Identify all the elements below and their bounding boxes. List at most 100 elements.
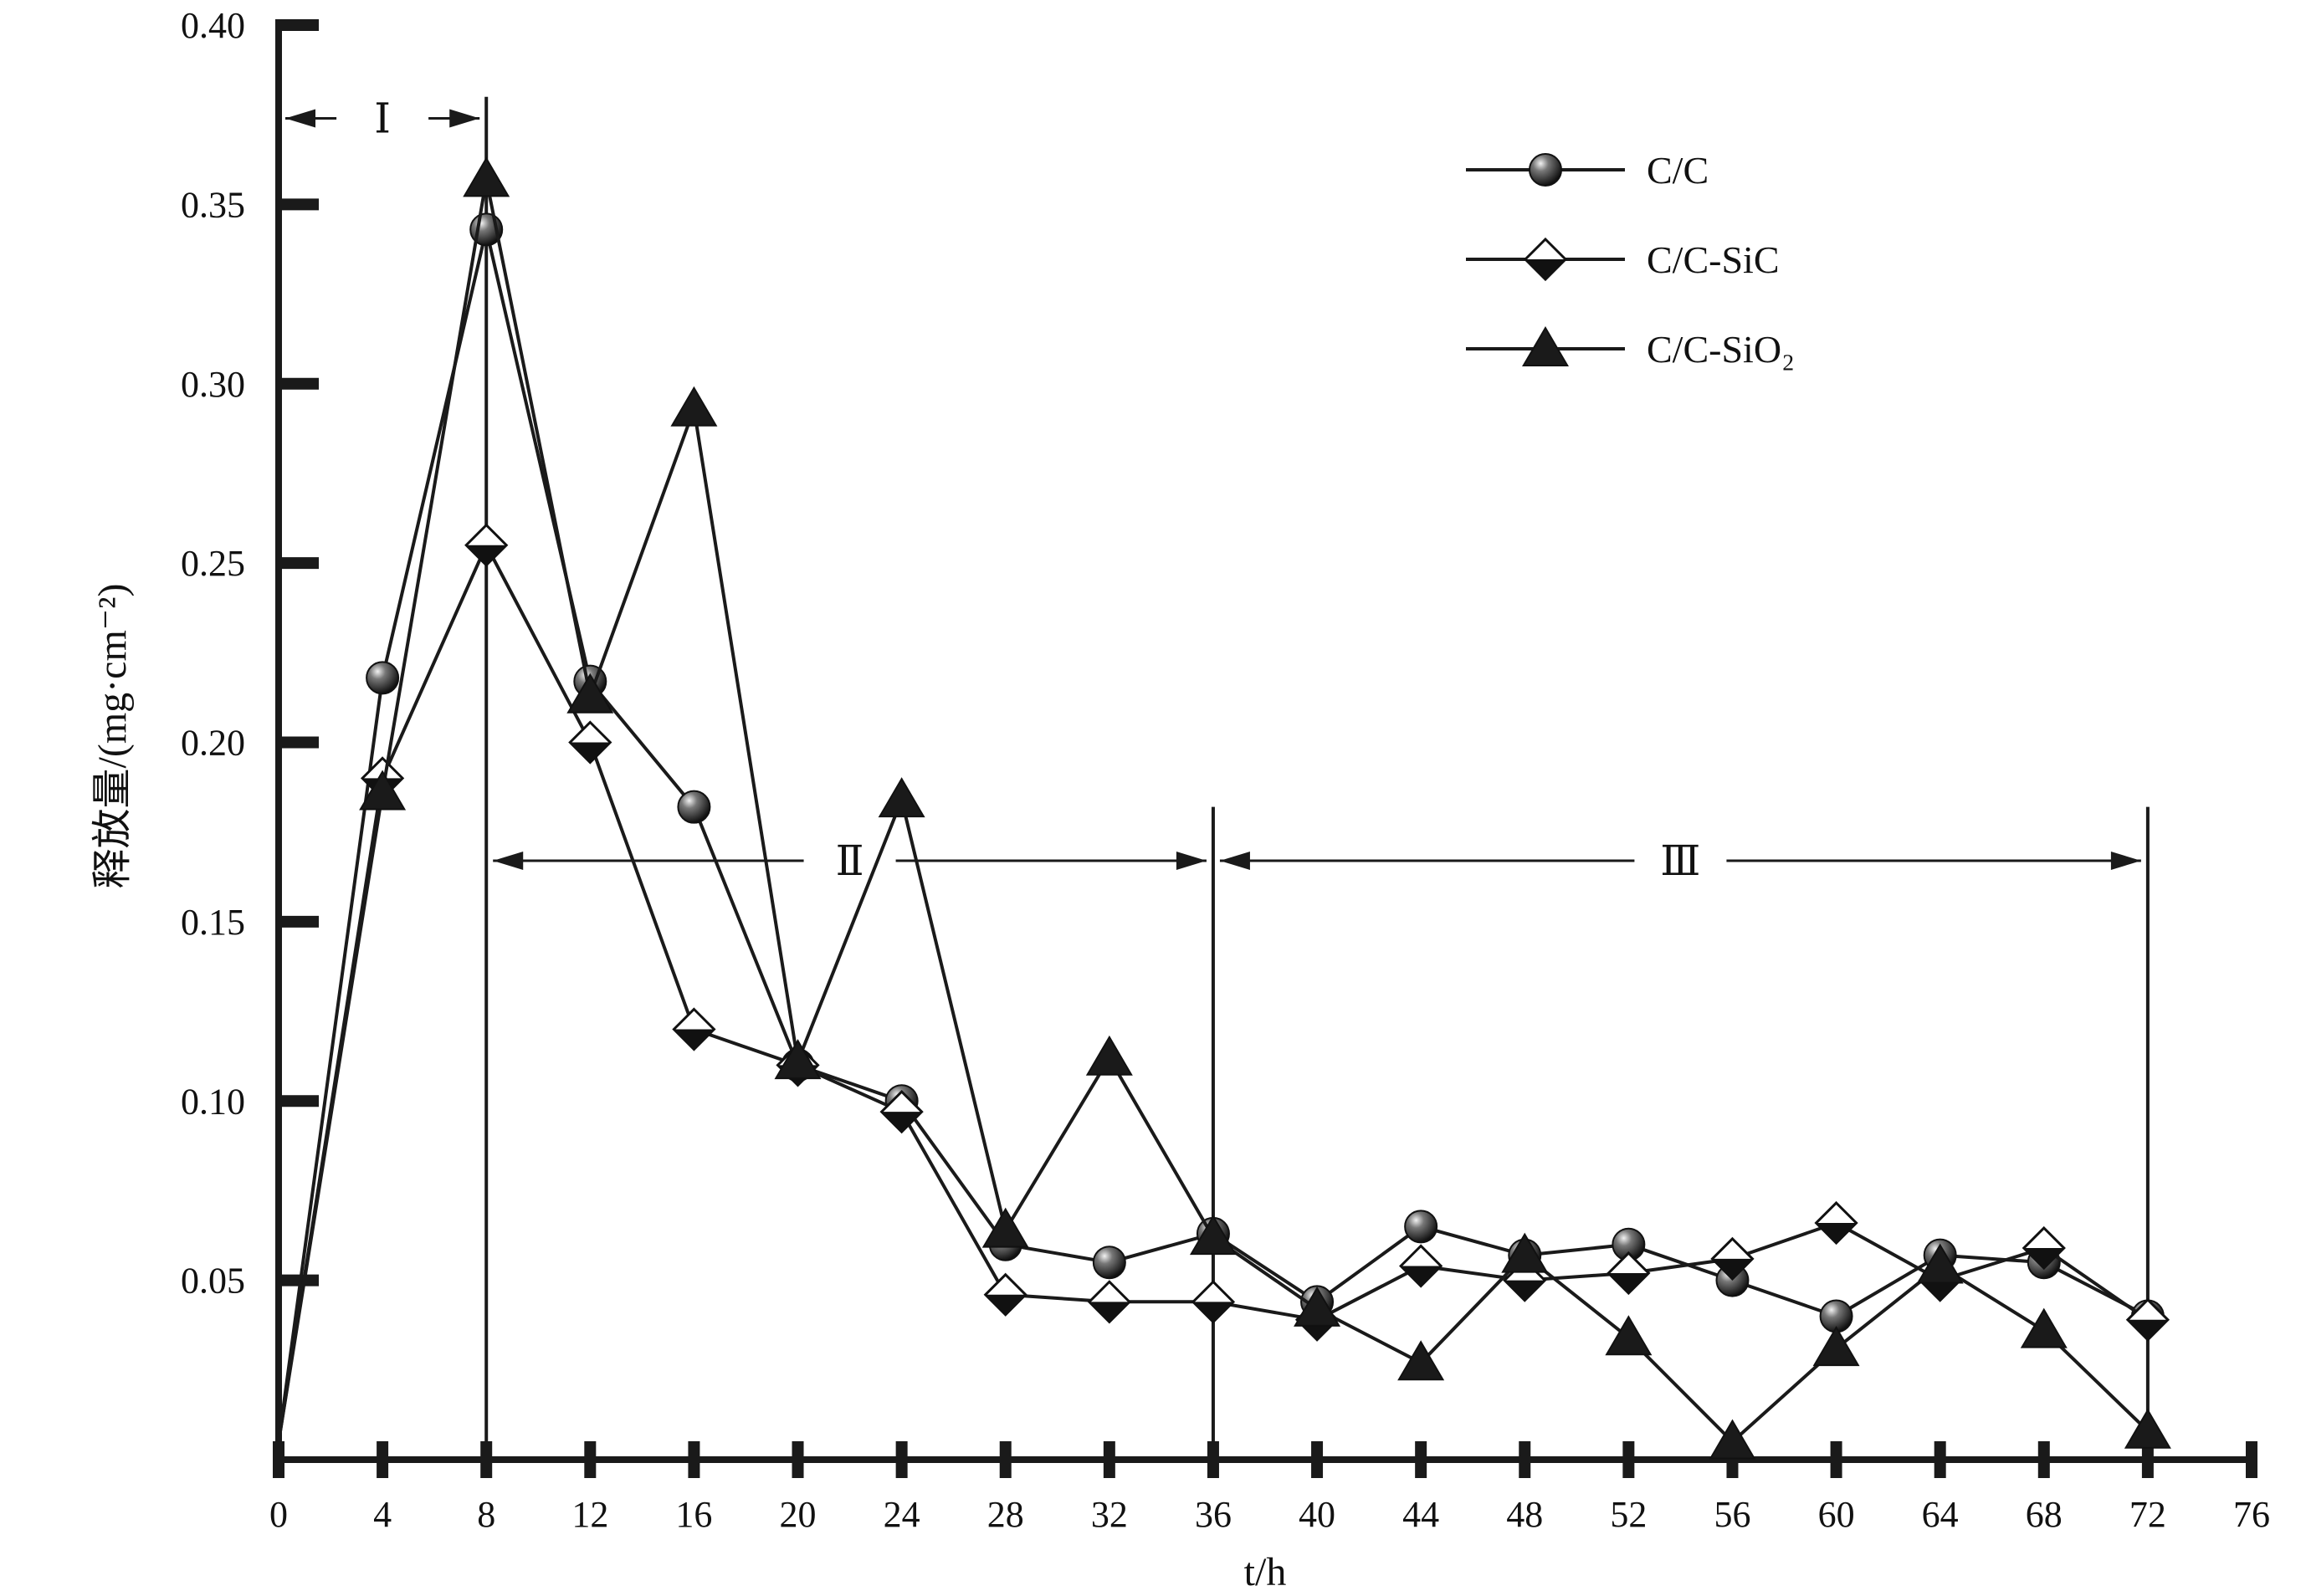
legend: C/C C/C-SiC C/C-SiO₂ [1466, 149, 1795, 371]
diamond-lower-half [2127, 1319, 2168, 1340]
data-point [983, 1272, 1027, 1317]
diamond-lower-half [674, 1029, 715, 1050]
region-label: Ⅱ [836, 837, 864, 884]
data-point [2124, 1408, 2171, 1449]
region-label: Ⅰ [374, 95, 391, 141]
legend-label: C/C-SiO₂ [1647, 328, 1795, 371]
data-point [1092, 1246, 1126, 1280]
diamond-lower-half [466, 545, 507, 565]
data-point [774, 1039, 822, 1080]
diamond-lower-half [1401, 1266, 1442, 1287]
x-tick-label: 32 [1091, 1494, 1128, 1535]
data-point [568, 720, 612, 765]
x-tick-label: 68 [2026, 1494, 2063, 1535]
data-point [1814, 1200, 1858, 1246]
region-arrowhead [1219, 851, 1250, 870]
data-point [1085, 1035, 1133, 1076]
data-point [1404, 1210, 1438, 1244]
x-tick-label: 16 [675, 1494, 712, 1535]
series-triangle [277, 156, 2171, 1460]
diamond-lower-half [1504, 1280, 1545, 1301]
y-tick-label: 0.25 [181, 543, 245, 584]
data-point [1191, 1280, 1236, 1324]
x-tick-label: 4 [373, 1494, 392, 1535]
y-tick-label: 0.30 [181, 364, 245, 405]
x-axis-title: t/h [1244, 1550, 1287, 1594]
y-tick-label: 0.10 [181, 1081, 245, 1122]
axes: 0 4 8 12 16 20 24 28 32 36 40 44 48 52 56 60 64 68 72 760.0… [181, 5, 2270, 1535]
diamond-lower-half [1192, 1302, 1233, 1322]
x-tick-label: 0 [269, 1494, 288, 1535]
x-tick-label: 52 [1610, 1494, 1647, 1535]
data-point [672, 1007, 716, 1051]
data-point [1294, 1286, 1341, 1327]
data-point [2125, 1297, 2170, 1342]
y-axis-title: 释放量/(mg·cm⁻²) [90, 584, 135, 889]
data-point [981, 1207, 1029, 1248]
x-tick-label: 24 [884, 1494, 920, 1535]
region-arrowhead [2110, 851, 2141, 870]
diamond-lower-half [1919, 1280, 1960, 1301]
x-tick-label: 64 [1922, 1494, 1959, 1535]
diamond-lower-half [570, 742, 611, 763]
legend-marker [1529, 153, 1562, 187]
data-point [1709, 1419, 1756, 1460]
x-tick-label: 56 [1714, 1494, 1750, 1535]
series-circle [277, 212, 2165, 1442]
x-tick-label: 76 [2233, 1494, 2270, 1535]
x-tick-label: 20 [780, 1494, 817, 1535]
legend-label: C/C-SiC [1647, 238, 1780, 281]
region-arrowhead [449, 109, 480, 128]
legend-marker [1522, 326, 1569, 366]
diamond-lower-half [881, 1112, 922, 1133]
y-tick-label: 0.35 [181, 184, 245, 225]
data-point [878, 777, 925, 818]
data-point [366, 661, 400, 695]
x-tick-label: 48 [1506, 1494, 1543, 1535]
data-point [566, 673, 614, 714]
data-point [1710, 1236, 1755, 1281]
region-arrowhead [285, 109, 315, 128]
data-point [1812, 1326, 1860, 1367]
x-tick-label: 72 [2129, 1494, 2166, 1535]
diamond-lower-half [1816, 1223, 1857, 1244]
x-tick-label: 36 [1195, 1494, 1232, 1535]
data-point [463, 156, 510, 197]
data-point [2022, 1225, 2066, 1271]
legend-label: C/C [1647, 149, 1709, 192]
data-point [464, 523, 509, 567]
data-series [277, 156, 2171, 1460]
diamond-lower-half [2023, 1248, 2064, 1269]
data-point [359, 770, 407, 811]
diamond-lower-half [1712, 1258, 1753, 1279]
region-boundaries [484, 96, 2150, 1460]
data-point [1916, 1243, 1964, 1284]
data-point [1087, 1280, 1131, 1324]
diamond-lower-half [1608, 1273, 1649, 1294]
data-point [670, 386, 718, 427]
data-point [1399, 1244, 1443, 1288]
y-tick-label: 0.15 [181, 902, 245, 943]
series-diamond [277, 523, 2170, 1442]
data-point [879, 1089, 924, 1134]
diamond-lower-half [985, 1294, 1026, 1315]
x-tick-label: 40 [1299, 1494, 1335, 1535]
y-tick-label: 0.40 [181, 5, 245, 46]
x-tick-label: 60 [1818, 1494, 1855, 1535]
diamond-lower-half [1525, 259, 1566, 279]
region-arrowhead [493, 851, 524, 870]
diamond-lower-half [1089, 1302, 1130, 1322]
x-tick-label: 12 [571, 1494, 608, 1535]
y-tick-label: 0.20 [181, 723, 245, 764]
region-label: Ⅲ [1660, 837, 1700, 884]
legend-marker [1523, 237, 1568, 282]
data-point [1189, 1215, 1237, 1256]
data-point [2020, 1307, 2068, 1348]
data-point [1397, 1340, 1445, 1381]
data-point [1607, 1251, 1651, 1296]
x-tick-label: 44 [1402, 1494, 1439, 1535]
data-point [1501, 1232, 1549, 1273]
region-arrowhead [1176, 851, 1207, 870]
x-tick-label: 8 [477, 1494, 495, 1535]
